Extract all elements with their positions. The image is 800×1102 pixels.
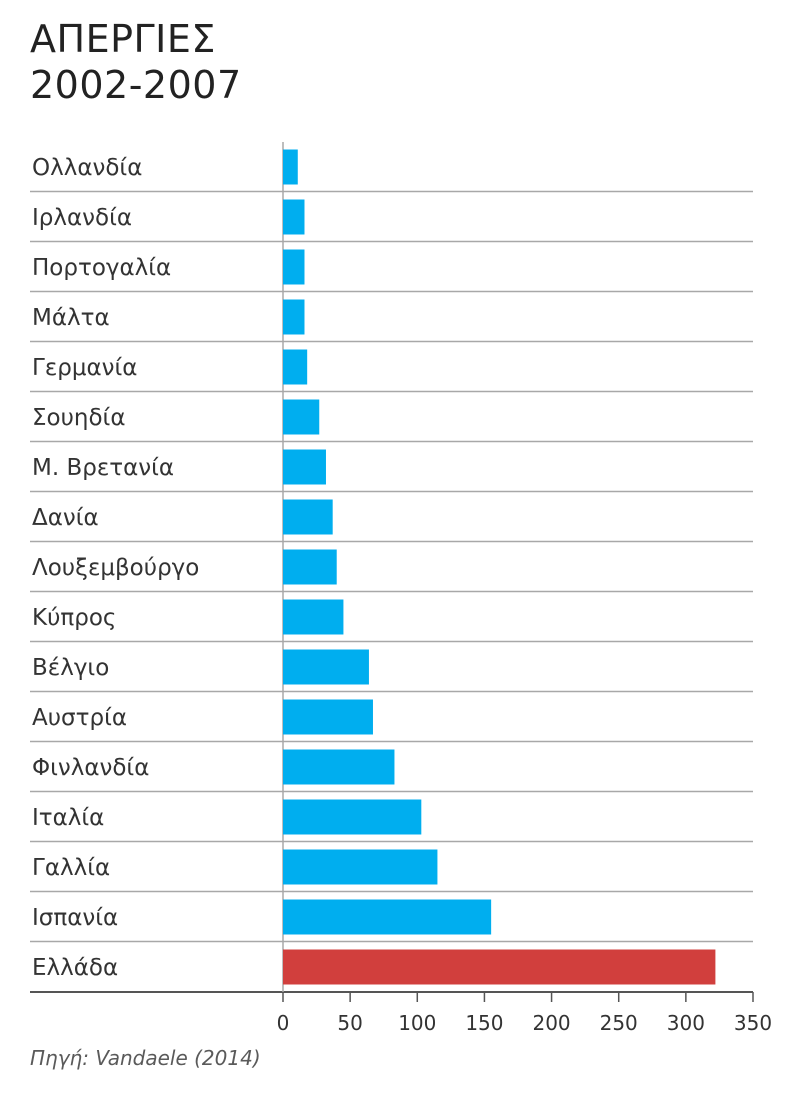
category-label: Βέλγιο [32, 655, 109, 681]
category-label: Ιρλανδία [32, 205, 132, 231]
category-label: Μ. Βρετανία [32, 455, 174, 481]
chart-title-line1: ΑΠΕΡΓΙΕΣ [30, 17, 216, 61]
x-tick-label: 100 [398, 1011, 436, 1035]
bar [283, 849, 438, 885]
category-label: Φινλανδία [32, 755, 149, 781]
bar [283, 449, 326, 485]
bar [283, 199, 305, 235]
category-label: Σουηδία [32, 405, 126, 431]
bar [283, 499, 333, 535]
source-note: Πηγή: Vandaele (2014) [30, 1046, 261, 1070]
category-label: Ολλανδία [32, 155, 142, 181]
category-label: Γερμανία [32, 355, 137, 381]
category-label: Γαλλία [32, 855, 110, 881]
bar [283, 749, 395, 785]
category-label: Λουξεμβούργο [32, 555, 199, 581]
category-label: Ιταλία [32, 805, 104, 831]
x-tick-label: 0 [277, 1011, 290, 1035]
category-label: Ελλάδα [32, 955, 118, 981]
category-label: Πορτογαλία [32, 255, 171, 281]
x-tick-label: 250 [600, 1011, 638, 1035]
x-tick-label: 50 [337, 1011, 362, 1035]
category-label: Κύπρος [32, 605, 116, 631]
bar [283, 949, 716, 985]
category-label: Αυστρία [32, 705, 127, 731]
x-tick-label: 350 [734, 1011, 772, 1035]
category-label: Μάλτα [32, 305, 110, 331]
bar [283, 399, 320, 435]
bar [283, 249, 305, 285]
bar [283, 899, 492, 935]
bar [283, 649, 369, 685]
bar [283, 549, 337, 585]
bar [283, 149, 298, 185]
x-tick-label: 300 [667, 1011, 705, 1035]
x-tick-label: 150 [465, 1011, 503, 1035]
bar [283, 699, 373, 735]
chart-title: ΑΠΕΡΓΙΕΣ 2002-2007 [30, 16, 242, 108]
bar [283, 599, 344, 635]
x-tick-label: 200 [532, 1011, 570, 1035]
category-label: Ισπανία [32, 905, 118, 931]
chart-title-line2: 2002-2007 [30, 63, 242, 107]
bar [283, 799, 422, 835]
bar [283, 299, 305, 335]
bar [283, 349, 308, 385]
category-label: Δανία [32, 505, 99, 531]
